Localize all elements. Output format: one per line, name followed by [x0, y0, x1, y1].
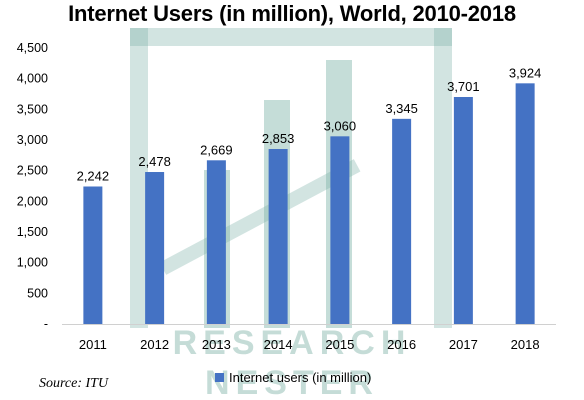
label-layer: 2011 2,242 2012 2,478 2013 2,669 2014 2,853 2015…: [77, 65, 542, 352]
y-tick-label: 4,500: [17, 41, 48, 55]
y-tick-label: 4,000: [17, 72, 48, 86]
bar: [83, 186, 103, 324]
bar: [330, 136, 350, 324]
bar: [453, 97, 473, 324]
data-label: 3,345: [385, 101, 418, 116]
axis-layer: - 500 1,000 1,500 2,000 2,500 3,000 3,500 4,000 4…: [17, 41, 556, 331]
watermark-text-nester: NESTER: [205, 364, 379, 400]
bar: [515, 83, 535, 324]
source-note: Source: ITU: [39, 376, 109, 391]
data-label: 2,478: [138, 154, 171, 169]
y-tick-label: 3,500: [17, 102, 48, 116]
y-tick-label: 500: [27, 286, 48, 300]
bar: [206, 160, 226, 324]
bar: [268, 149, 288, 324]
legend-swatch: [215, 373, 224, 382]
bar: [145, 172, 165, 324]
legend: Internet users (in million): [215, 370, 371, 385]
y-tick-label: 1,000: [17, 256, 48, 270]
data-label: 3,701: [447, 79, 480, 94]
x-tick-label: 2015: [325, 337, 354, 352]
x-tick-label: 2013: [202, 337, 231, 352]
y-tick-label: -: [44, 317, 48, 331]
bar-layer: [83, 83, 535, 324]
x-tick-label: 2017: [449, 337, 478, 352]
y-tick-label: 2,000: [17, 194, 48, 208]
watermark-frame-right: [434, 28, 452, 328]
data-label: 2,853: [262, 131, 295, 146]
x-tick-label: 2012: [140, 337, 169, 352]
x-tick-label: 2011: [79, 337, 107, 352]
x-tick-label: 2016: [387, 337, 416, 352]
data-label: 2,242: [77, 168, 110, 183]
bar: [392, 118, 412, 324]
legend-label: Internet users (in million): [229, 370, 372, 385]
y-tick-label: 3,000: [17, 133, 48, 147]
data-label: 2,669: [200, 142, 233, 157]
x-tick-label: 2014: [264, 337, 293, 352]
y-tick-label: 1,500: [17, 225, 48, 239]
data-label: 3,060: [324, 118, 357, 133]
watermark-frame-left: [130, 28, 148, 328]
y-tick-label: 2,500: [17, 164, 48, 178]
data-label: 3,924: [509, 65, 542, 80]
chart-title: Internet Users (in million), World, 2010…: [68, 1, 516, 26]
x-tick-label: 2018: [511, 337, 540, 352]
watermark-text-research: RESEARCH: [173, 324, 412, 362]
watermark-frame-top: [130, 28, 452, 46]
